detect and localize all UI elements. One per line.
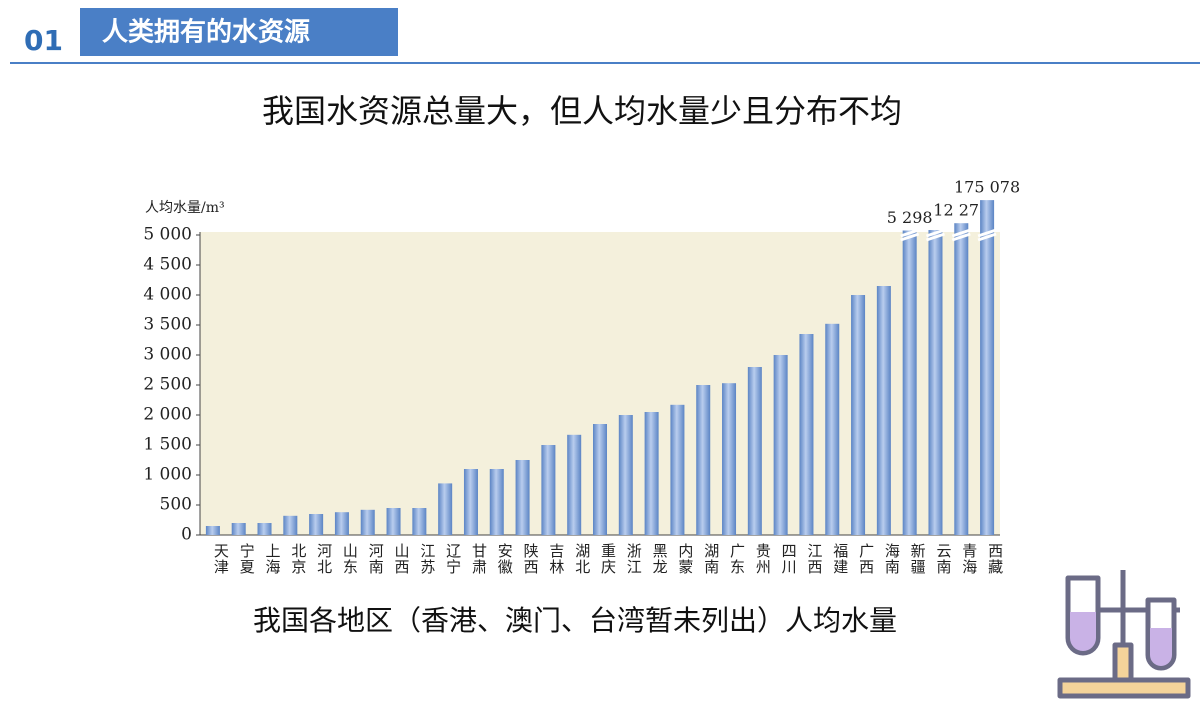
bar [386, 508, 401, 535]
bar [722, 383, 737, 535]
axis-break [977, 228, 997, 242]
x-tick-label: 青海 [960, 543, 978, 575]
chart-title: 我国水资源总量大，但人均水量少且分布不均 [262, 92, 902, 130]
y-tick-label: 1 500 [143, 435, 192, 455]
x-tick-label: 四川 [780, 543, 798, 575]
x-tick-label: 河南 [367, 543, 385, 575]
bar [283, 515, 298, 535]
decoration [1057, 570, 1191, 699]
x-tick-label: 辽宁 [444, 543, 462, 575]
x-tick-label: 甘肃 [470, 543, 488, 575]
x-tick-label: 北京 [289, 543, 307, 575]
bar [799, 334, 814, 535]
bar [876, 286, 891, 535]
x-tick-label: 陕西 [522, 543, 540, 575]
x-tick-label: 广东 [728, 543, 746, 575]
bar [360, 509, 375, 535]
bar [257, 523, 272, 535]
x-tick-label: 江苏 [418, 543, 436, 575]
x-tick-label: 河北 [315, 543, 333, 575]
y-tick-label: 0 [181, 525, 192, 545]
bar [412, 508, 427, 535]
y-tick-label: 4 000 [143, 285, 192, 305]
caption: 我国各地区（香港、澳门、台湾暂未列出）人均水量 [253, 604, 897, 637]
x-tick-label: 山西 [393, 543, 411, 575]
bar [515, 460, 530, 535]
y-tick-label: 4 500 [143, 255, 192, 275]
y-axis-label: 人均水量/m³ [145, 200, 225, 216]
x-tick-label: 天津 [212, 543, 230, 575]
bar [825, 323, 840, 535]
bar [593, 424, 607, 535]
title-box [80, 8, 398, 56]
bar [567, 434, 582, 535]
bar [489, 469, 504, 535]
bar [231, 523, 246, 535]
y-tick-label: 2 000 [143, 405, 192, 425]
x-tick-label: 重庆 [599, 543, 617, 575]
y-tick-label: 3 000 [143, 345, 192, 365]
x-tick-label: 海南 [883, 543, 901, 575]
bar [618, 415, 633, 535]
bar [980, 200, 995, 536]
x-tick-label: 浙江 [625, 543, 643, 575]
x-tick-label: 湖北 [573, 543, 591, 575]
x-tick-label: 湖南 [702, 543, 720, 575]
axis-break [926, 228, 945, 242]
value-label: 5 298 [887, 208, 933, 227]
bar [851, 295, 866, 535]
value-label: 12 278 [933, 201, 989, 220]
y-tick-label: 2 500 [143, 375, 192, 395]
y-tick-label: 500 [160, 495, 192, 515]
x-tick-label: 江西 [805, 543, 823, 575]
section-title: 人类拥有的水资源 [102, 17, 310, 48]
y-tick-label: 5 000 [143, 225, 192, 245]
bar [205, 526, 220, 535]
bar [463, 469, 478, 535]
bar [696, 385, 711, 535]
x-tick-label: 山东 [341, 543, 359, 575]
x-tick-label: 西藏 [986, 543, 1004, 575]
bar [334, 512, 349, 535]
bar [438, 483, 453, 535]
x-tick-label: 吉林 [547, 543, 565, 575]
x-tick-label: 云南 [934, 543, 952, 575]
bar [670, 404, 685, 535]
y-tick-label: 3 500 [143, 315, 192, 335]
x-tick-label: 宁夏 [238, 543, 256, 575]
bar [644, 412, 659, 535]
x-tick-label: 广西 [857, 543, 875, 575]
bar [747, 367, 762, 535]
axis-break [900, 228, 920, 242]
x-tick-label: 新疆 [909, 543, 927, 575]
bar [773, 355, 788, 535]
x-tick-label: 上海 [264, 543, 282, 575]
bar [954, 223, 969, 536]
x-tick-label: 黑龙 [651, 543, 669, 575]
bar [309, 514, 324, 535]
bar [541, 445, 556, 535]
y-tick-label: 1 000 [143, 465, 192, 485]
axis-break [951, 228, 971, 242]
x-tick-label: 贵州 [754, 543, 772, 575]
x-tick-label: 安徽 [496, 543, 514, 575]
bar [902, 230, 917, 535]
x-tick-label: 内蒙 [676, 543, 694, 575]
section-number: 01 [24, 24, 63, 57]
value-label: 175 078 [954, 178, 1020, 197]
x-tick-label: 福建 [831, 543, 849, 575]
bar [928, 230, 943, 536]
